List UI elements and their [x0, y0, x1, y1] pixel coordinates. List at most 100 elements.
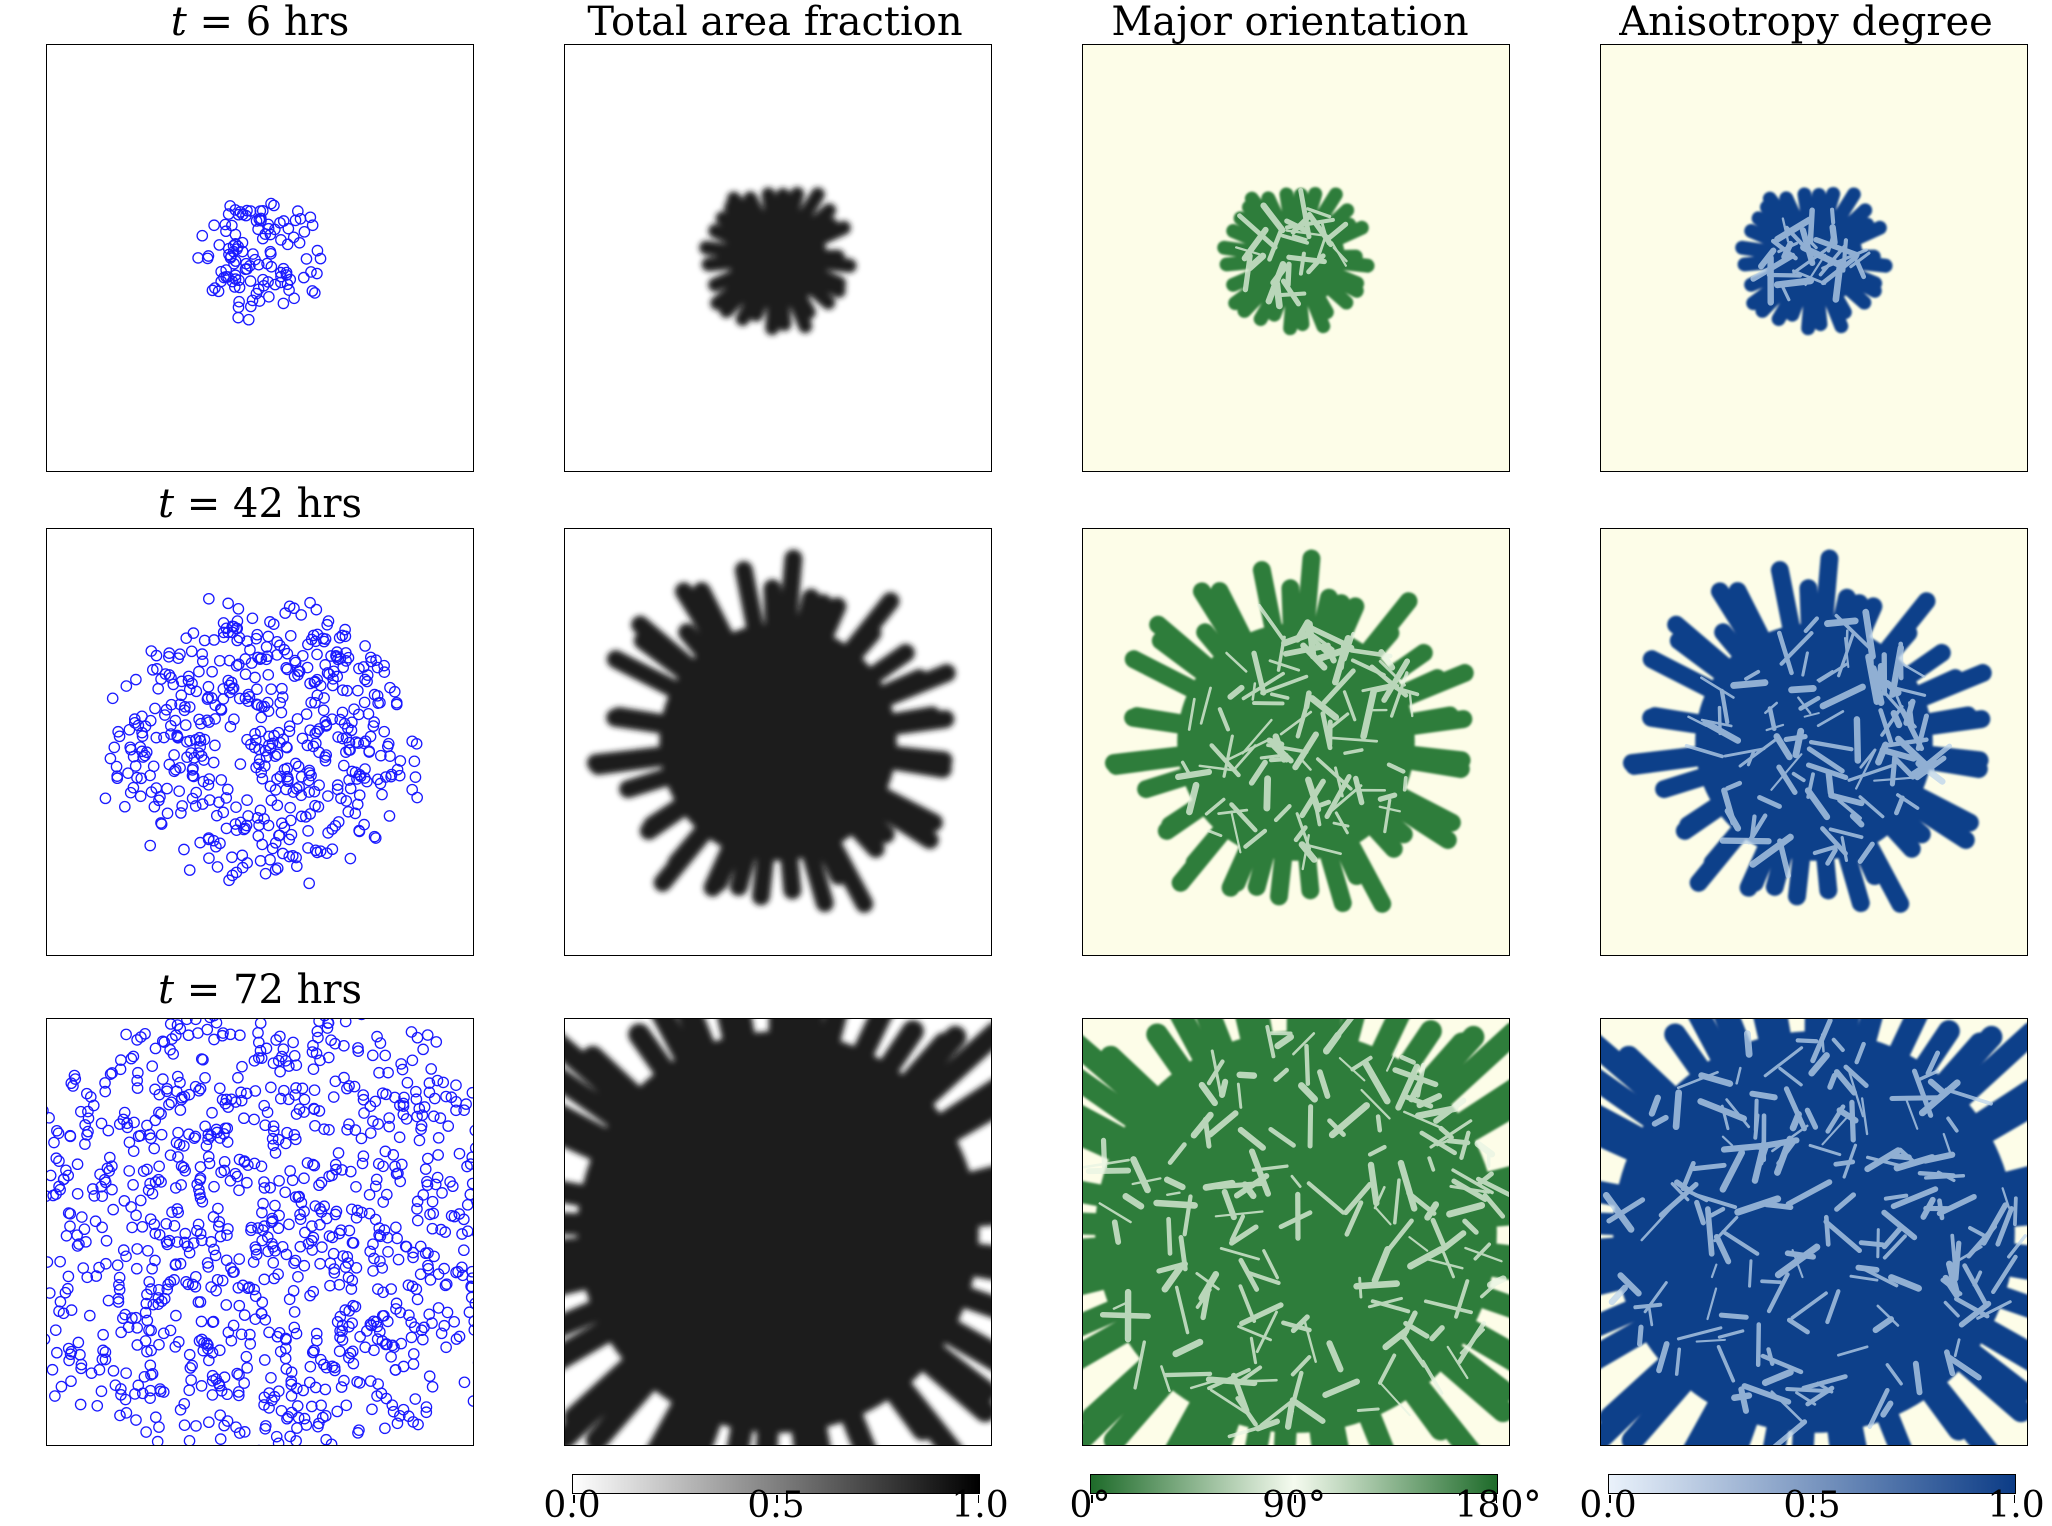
anisotropy-tick-0: 0.0: [1579, 1488, 1636, 1524]
cell-marker: [410, 1394, 420, 1404]
cell-marker: [195, 1162, 205, 1172]
cell-marker: [467, 1152, 473, 1162]
texture-streak: [1836, 1162, 1853, 1164]
cell-marker: [411, 1094, 421, 1104]
anisotropy-plot: [1601, 529, 2027, 955]
cell-marker: [380, 1050, 390, 1060]
cell-marker: [435, 1113, 445, 1123]
cell-marker: [241, 1352, 251, 1362]
cell-marker: [66, 1376, 76, 1386]
cell-marker: [270, 279, 280, 289]
cell-marker: [199, 635, 209, 645]
cell-marker: [90, 1216, 100, 1226]
texture-streak: [1810, 210, 1812, 241]
cell-marker: [234, 1300, 244, 1310]
cell-marker: [51, 1153, 61, 1163]
cell-marker: [233, 604, 243, 614]
cell-marker: [242, 795, 252, 805]
cell-marker: [383, 1247, 393, 1257]
cell-marker: [209, 635, 219, 645]
cell-marker: [273, 1223, 283, 1233]
cell-marker: [98, 1330, 108, 1340]
cell-marker: [386, 1352, 396, 1362]
cell-marker: [353, 799, 363, 809]
cell-marker: [451, 1334, 461, 1344]
cell-marker: [257, 839, 267, 849]
colony-finger: [1290, 301, 1292, 328]
panel-cells-row3: [46, 1018, 474, 1446]
panel-orientation-row2: [1082, 528, 1510, 956]
cell-marker: [80, 1120, 90, 1130]
cell-marker: [412, 1033, 422, 1043]
cell-marker: [47, 1113, 54, 1123]
cell-marker: [427, 1382, 437, 1392]
cell-marker: [412, 1294, 422, 1304]
cell-marker: [181, 1277, 191, 1287]
colony-finger: [1688, 800, 1727, 826]
cell-marker: [227, 852, 237, 862]
cell-marker: [221, 1300, 231, 1310]
colony-finger: [788, 846, 792, 891]
texture-streak: [1277, 284, 1280, 306]
cell-marker: [408, 1359, 418, 1369]
cell-marker: [109, 742, 119, 752]
cell-marker: [289, 1307, 299, 1317]
texture-streak: [2015, 1198, 2016, 1224]
cell-marker: [256, 1019, 266, 1028]
row2-time-label: t = 42 hrs: [158, 484, 362, 524]
cell-marker: [425, 1371, 435, 1381]
cell-marker: [185, 1350, 195, 1360]
cell-marker: [239, 1310, 249, 1320]
cell-marker: [278, 848, 288, 858]
cell-marker: [239, 1113, 249, 1123]
cell-marker: [234, 1185, 244, 1195]
colony-finger: [772, 588, 774, 638]
cell-marker: [341, 1019, 351, 1027]
texture-streak: [1358, 1409, 1378, 1411]
texture-streak: [1115, 1222, 1119, 1242]
cell-marker: [341, 1400, 351, 1410]
cell-marker: [272, 774, 282, 784]
cell-marker: [433, 1150, 443, 1160]
cell-marker: [175, 649, 185, 659]
cell-marker: [409, 756, 419, 766]
cell-marker: [100, 793, 110, 803]
colony-finger: [1742, 248, 1771, 252]
cell-marker: [407, 785, 417, 795]
cell-marker: [335, 714, 345, 724]
texture-streak: [1209, 1379, 1254, 1383]
texture-streak: [1310, 1107, 1311, 1146]
colony-finger: [1083, 1246, 1120, 1255]
cell-marker: [193, 1028, 203, 1038]
cell-marker: [207, 1390, 217, 1400]
cell-marker: [215, 1231, 225, 1241]
cell-marker: [418, 1190, 428, 1200]
cell-marker: [391, 1222, 401, 1232]
cell-marker: [272, 650, 282, 660]
cell-marker: [369, 1345, 379, 1355]
cell-marker: [329, 1092, 339, 1102]
cell-marker: [291, 1328, 301, 1338]
cell-marker: [97, 1191, 107, 1201]
colony-finger: [706, 248, 735, 252]
texture-streak: [1169, 1219, 1170, 1253]
colony-finger: [768, 194, 771, 215]
cell-marker: [223, 598, 233, 608]
cell-marker: [201, 1141, 211, 1151]
texture-streak: [1357, 1284, 1397, 1287]
cell-marker: [169, 750, 179, 760]
cell-marker: [289, 1322, 299, 1332]
cell-marker: [231, 1422, 241, 1432]
cell-marker: [216, 1434, 226, 1444]
colony-finger: [1786, 198, 1796, 219]
cell-marker: [77, 1212, 87, 1222]
cell-marker: [179, 1420, 189, 1430]
cell-marker: [101, 1236, 111, 1246]
colony-finger: [1290, 588, 1292, 638]
cell-marker: [135, 791, 145, 801]
cell-marker: [121, 1029, 131, 1039]
cell-marker: [262, 1107, 272, 1117]
cells-plot: [47, 529, 473, 955]
cell-marker: [268, 1258, 278, 1268]
texture-streak: [1796, 731, 1801, 755]
